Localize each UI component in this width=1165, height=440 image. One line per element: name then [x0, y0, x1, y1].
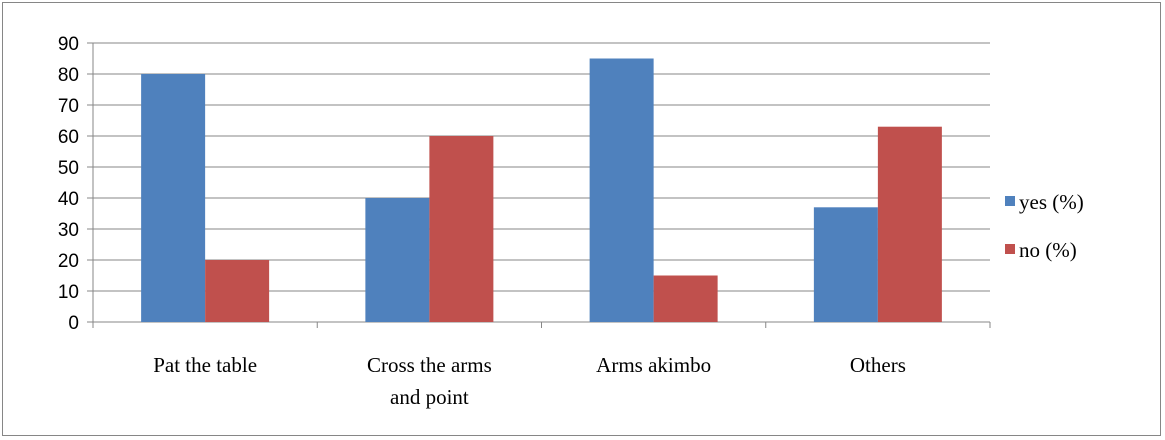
y-tick-label: 90 [58, 34, 79, 55]
x-category-label: Others [850, 353, 906, 377]
bar-no [653, 275, 718, 322]
legend-swatch [1005, 244, 1015, 254]
x-category-label: and point [390, 385, 469, 409]
y-tick-label: 20 [58, 251, 79, 272]
bar-no [877, 126, 942, 322]
y-tick-label: 10 [58, 282, 79, 303]
bar-yes [365, 198, 430, 322]
x-category-label: Arms akimbo [596, 353, 711, 377]
y-tick-label: 0 [68, 313, 79, 334]
y-tick-label: 60 [58, 127, 79, 148]
y-tick-label: 40 [58, 189, 79, 210]
bar-no [205, 260, 270, 322]
y-tick-label: 30 [58, 220, 79, 241]
bar-yes [589, 58, 654, 322]
y-tick-label: 70 [58, 96, 79, 117]
y-tick-label: 50 [58, 158, 79, 179]
legend-label: yes (%) [1019, 190, 1084, 214]
y-tick-label: 80 [58, 65, 79, 86]
bar-yes [141, 74, 206, 322]
bar-yes [813, 207, 878, 322]
axis-labels: 0 10 20 30 40 50 60 70 80 90 Pat the table Cross th… [58, 34, 906, 409]
legend-label: no (%) [1019, 238, 1077, 262]
legend: yes (%) no (%) [1005, 190, 1084, 262]
x-category-label: Pat the table [153, 353, 257, 377]
legend-swatch [1005, 196, 1015, 206]
x-category-label: Cross the arms [367, 353, 492, 377]
bars [141, 58, 942, 322]
bar-no [429, 136, 494, 322]
